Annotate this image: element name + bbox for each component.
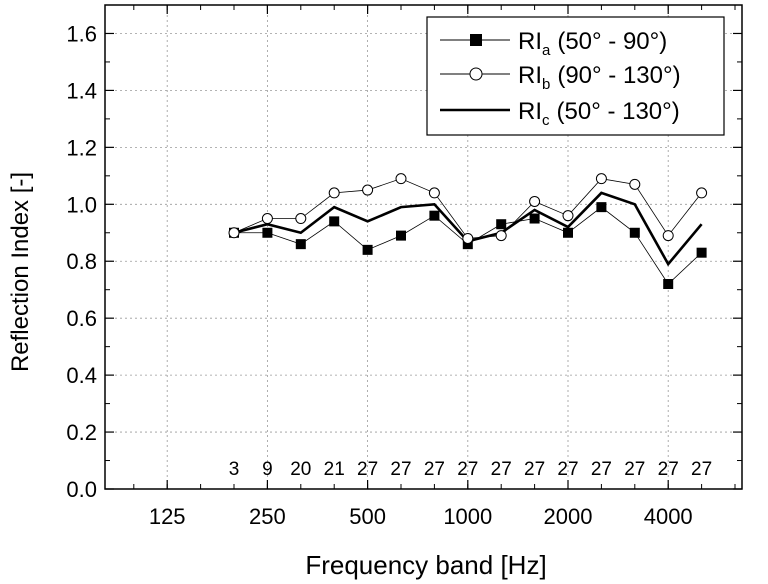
legend-base: RI — [518, 62, 542, 89]
legend-label-1: RIa (50° - 90°) — [518, 28, 667, 59]
x-tick-label: 250 — [249, 504, 286, 529]
y-tick-label: 1.2 — [66, 135, 97, 160]
series-b-point — [362, 184, 374, 196]
series-a-point — [429, 210, 440, 221]
y-tick-label: 0.8 — [66, 249, 97, 274]
y-axis-label: Reflection Index [-] — [7, 172, 34, 372]
sample-count-label: 27 — [557, 459, 578, 480]
series-b-point — [395, 173, 407, 185]
legend-label-2: RIb (90° - 130°) — [518, 62, 681, 93]
y-tick-label: 1.6 — [66, 21, 97, 46]
sample-count-label: 27 — [390, 459, 411, 480]
x-tick-label: 1000 — [443, 504, 492, 529]
series-b-point — [662, 230, 674, 242]
y-tick-label: 0.2 — [66, 420, 97, 445]
sample-count-label: 27 — [457, 459, 478, 480]
legend-range: (50° - 90°) — [557, 28, 667, 55]
series-a-point — [529, 213, 540, 224]
series-a-point — [629, 227, 640, 238]
series-b-point — [428, 187, 440, 199]
legend-range: (50° - 130°) — [557, 98, 680, 125]
series-a-point — [362, 244, 373, 255]
sample-count-label: 21 — [324, 459, 345, 480]
series-a-point — [596, 202, 607, 213]
y-tick-label: 1.0 — [66, 192, 97, 217]
legend-label-3: RIc (50° - 130°) — [518, 98, 680, 129]
series-b-point — [562, 210, 574, 222]
y-tick-label: 1.4 — [66, 78, 97, 103]
labels-layer: 0.0 0.2 0.4 0.6 0.8 1.0 1.2 1.4 1.6 125 250 500 1000… — [66, 21, 712, 529]
sample-count-label: 3 — [229, 459, 240, 480]
series-b-point — [696, 187, 708, 199]
series-b-point — [328, 187, 340, 199]
sample-count-label: 27 — [357, 459, 378, 480]
x-tick-label: 4000 — [644, 504, 693, 529]
series-a-point — [696, 247, 707, 258]
series-b-point — [495, 230, 507, 242]
series-b-point — [228, 227, 240, 239]
sample-count-label: 27 — [524, 459, 545, 480]
series-a-point — [396, 230, 406, 241]
legend-subscript: b — [542, 76, 550, 93]
sample-count-label: 27 — [491, 459, 512, 480]
series-a-point — [496, 219, 507, 230]
x-tick-label: 500 — [349, 504, 386, 529]
legend-range: (90° - 130°) — [557, 62, 680, 89]
x-tick-label: 125 — [149, 504, 186, 529]
legend-subscript: a — [542, 42, 551, 59]
y-tick-label: 0.6 — [66, 306, 97, 331]
plot-frame — [104, 4, 743, 490]
sample-count-label: 9 — [262, 459, 273, 480]
series-a-point — [663, 279, 674, 290]
series-b-point — [529, 195, 541, 207]
series-b-point — [261, 213, 273, 225]
series-a-point — [262, 227, 273, 238]
series-a-point — [462, 239, 473, 250]
x-tick-label: 2000 — [544, 504, 593, 529]
x-axis-label: Frequency band [Hz] — [305, 550, 546, 580]
sample-count-label: 20 — [290, 459, 311, 480]
legend-subscript: c — [542, 112, 550, 129]
series-a-point — [329, 216, 340, 227]
legend: RIa (50° - 90°)RIb (90° - 130°)RIc (50° - 1… — [426, 16, 725, 136]
series-a-point — [563, 227, 573, 238]
legend-marker-circle — [469, 67, 483, 81]
series-b-point — [462, 232, 474, 244]
sample-count-label: 27 — [691, 459, 712, 480]
sample-count-label: 27 — [624, 459, 645, 480]
series-b-point — [629, 178, 641, 190]
y-tick-label: 0.0 — [66, 477, 97, 502]
sample-count-label: 27 — [591, 459, 612, 480]
legend-marker-square — [470, 34, 482, 46]
y-tick-label: 0.4 — [66, 363, 97, 388]
legend-base: RI — [518, 28, 542, 55]
series-layer — [228, 173, 708, 290]
series-b-point — [595, 173, 607, 185]
legend-base: RI — [518, 98, 542, 125]
series-b-point — [295, 213, 307, 225]
sample-count-label: 27 — [424, 459, 445, 480]
sample-count-label: 27 — [658, 459, 679, 480]
series-a-point — [295, 239, 306, 250]
ticks-layer — [105, 5, 742, 490]
